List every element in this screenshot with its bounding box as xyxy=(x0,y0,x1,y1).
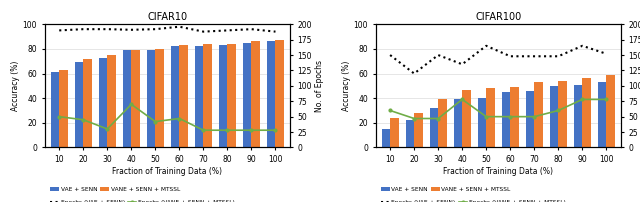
Bar xyxy=(227,44,236,147)
Bar xyxy=(486,88,495,147)
Epochs (VAE + SENN) xyxy=(579,45,586,47)
Bar xyxy=(574,85,582,147)
Line: Epochs (VANE + SENN + MTSSL): Epochs (VANE + SENN + MTSSL) xyxy=(388,98,608,120)
Epochs (VAE + SENN) xyxy=(483,45,490,47)
Bar xyxy=(123,50,131,147)
Epochs (VAE + SENN) xyxy=(387,54,394,56)
Bar xyxy=(438,99,447,147)
Epochs (VAE + SENN) xyxy=(506,55,514,58)
Bar xyxy=(558,81,567,147)
Epochs (VANE + SENN + MTSSL) xyxy=(554,109,562,112)
Epochs (VANE + SENN + MTSSL) xyxy=(602,98,610,101)
Y-axis label: No. of Epochs: No. of Epochs xyxy=(315,60,324,112)
Legend: VAE + SENN, VANE + SENN + MTSSL: VAE + SENN, VANE + SENN + MTSSL xyxy=(379,185,513,195)
Bar xyxy=(502,92,510,147)
Epochs (VANE + SENN + MTSSL) xyxy=(506,116,514,118)
Bar xyxy=(414,113,422,147)
Line: Epochs (VANE + SENN + MTSSL): Epochs (VANE + SENN + MTSSL) xyxy=(58,103,277,132)
Bar xyxy=(156,49,164,147)
Bar xyxy=(147,50,156,147)
Bar xyxy=(430,108,438,147)
Bar xyxy=(179,45,188,147)
Epochs (VAE + SENN) xyxy=(223,29,231,32)
Bar xyxy=(381,129,390,147)
Epochs (VANE + SENN + MTSSL) xyxy=(531,116,538,118)
Bar xyxy=(606,75,615,147)
Epochs (VAE + SENN) xyxy=(602,53,610,55)
Epochs (VANE + SENN + MTSSL) xyxy=(410,117,418,120)
Epochs (VANE + SENN + MTSSL) xyxy=(387,109,394,112)
Bar xyxy=(526,91,534,147)
Legend: Epochs (VAE + SENN), Epochs (VANE + SENN + MTSSL): Epochs (VAE + SENN), Epochs (VANE + SENN… xyxy=(48,197,237,202)
Bar xyxy=(582,78,591,147)
Epochs (VAE + SENN) xyxy=(554,55,562,58)
Epochs (VAE + SENN) xyxy=(410,72,418,75)
Bar xyxy=(454,99,462,147)
Epochs (VANE + SENN + MTSSL) xyxy=(248,129,255,132)
Epochs (VANE + SENN + MTSSL) xyxy=(200,129,207,132)
Bar xyxy=(51,72,60,147)
Epochs (VANE + SENN + MTSSL) xyxy=(56,116,63,118)
Epochs (VANE + SENN + MTSSL) xyxy=(579,98,586,101)
Bar xyxy=(534,82,543,147)
Epochs (VANE + SENN + MTSSL) xyxy=(271,129,279,132)
X-axis label: Fraction of Training Data (%): Fraction of Training Data (%) xyxy=(113,167,222,176)
Bar xyxy=(83,59,92,147)
X-axis label: Fraction of Training Data (%): Fraction of Training Data (%) xyxy=(444,167,553,176)
Epochs (VANE + SENN + MTSSL) xyxy=(152,120,159,123)
Epochs (VAE + SENN) xyxy=(127,28,135,31)
Epochs (VAE + SENN) xyxy=(248,28,255,30)
Line: Epochs (VAE + SENN): Epochs (VAE + SENN) xyxy=(60,27,275,32)
Epochs (VAE + SENN) xyxy=(175,25,183,28)
Epochs (VANE + SENN + MTSSL) xyxy=(435,117,442,120)
Bar xyxy=(60,70,68,147)
Legend: VAE + SENN, VANE + SENN + MTSSL: VAE + SENN, VANE + SENN + MTSSL xyxy=(48,185,182,195)
Bar xyxy=(462,89,470,147)
Epochs (VAE + SENN) xyxy=(79,28,87,30)
Bar xyxy=(390,118,399,147)
Bar xyxy=(171,46,179,147)
Bar xyxy=(195,46,204,147)
Epochs (VAE + SENN) xyxy=(152,28,159,30)
Epochs (VANE + SENN + MTSSL) xyxy=(79,119,87,121)
Bar xyxy=(219,45,227,147)
Epochs (VAE + SENN) xyxy=(435,54,442,56)
Bar xyxy=(75,62,83,147)
Epochs (VANE + SENN + MTSSL) xyxy=(127,103,135,105)
Epochs (VANE + SENN + MTSSL) xyxy=(483,116,490,118)
Y-axis label: Accuracy (%): Accuracy (%) xyxy=(342,61,351,111)
Bar xyxy=(99,58,108,147)
Y-axis label: Accuracy (%): Accuracy (%) xyxy=(11,61,20,111)
Bar xyxy=(510,87,518,147)
Bar xyxy=(267,41,275,147)
Bar xyxy=(131,50,140,147)
Epochs (VAE + SENN) xyxy=(271,31,279,33)
Epochs (VAE + SENN) xyxy=(458,63,466,65)
Epochs (VANE + SENN + MTSSL) xyxy=(175,117,183,120)
Bar xyxy=(108,55,116,147)
Bar xyxy=(550,86,558,147)
Epochs (VAE + SENN) xyxy=(104,28,111,30)
Bar xyxy=(598,82,606,147)
Bar xyxy=(406,120,414,147)
Epochs (VANE + SENN + MTSSL) xyxy=(458,98,466,101)
Title: CIFAR10: CIFAR10 xyxy=(147,12,188,22)
Epochs (VAE + SENN) xyxy=(200,31,207,33)
Bar xyxy=(243,43,252,147)
Line: Epochs (VAE + SENN): Epochs (VAE + SENN) xyxy=(390,46,606,74)
Epochs (VAE + SENN) xyxy=(56,29,63,32)
Epochs (VANE + SENN + MTSSL) xyxy=(223,129,231,132)
Bar xyxy=(478,98,486,147)
Title: CIFAR100: CIFAR100 xyxy=(475,12,522,22)
Bar xyxy=(204,44,212,147)
Bar xyxy=(275,40,284,147)
Epochs (VANE + SENN + MTSSL) xyxy=(104,128,111,130)
Epochs (VAE + SENN) xyxy=(531,55,538,58)
Bar xyxy=(252,41,260,147)
Legend: Epochs (VAE + SENN), Epochs (VANE + SENN + MTSSL): Epochs (VAE + SENN), Epochs (VANE + SENN… xyxy=(379,197,568,202)
